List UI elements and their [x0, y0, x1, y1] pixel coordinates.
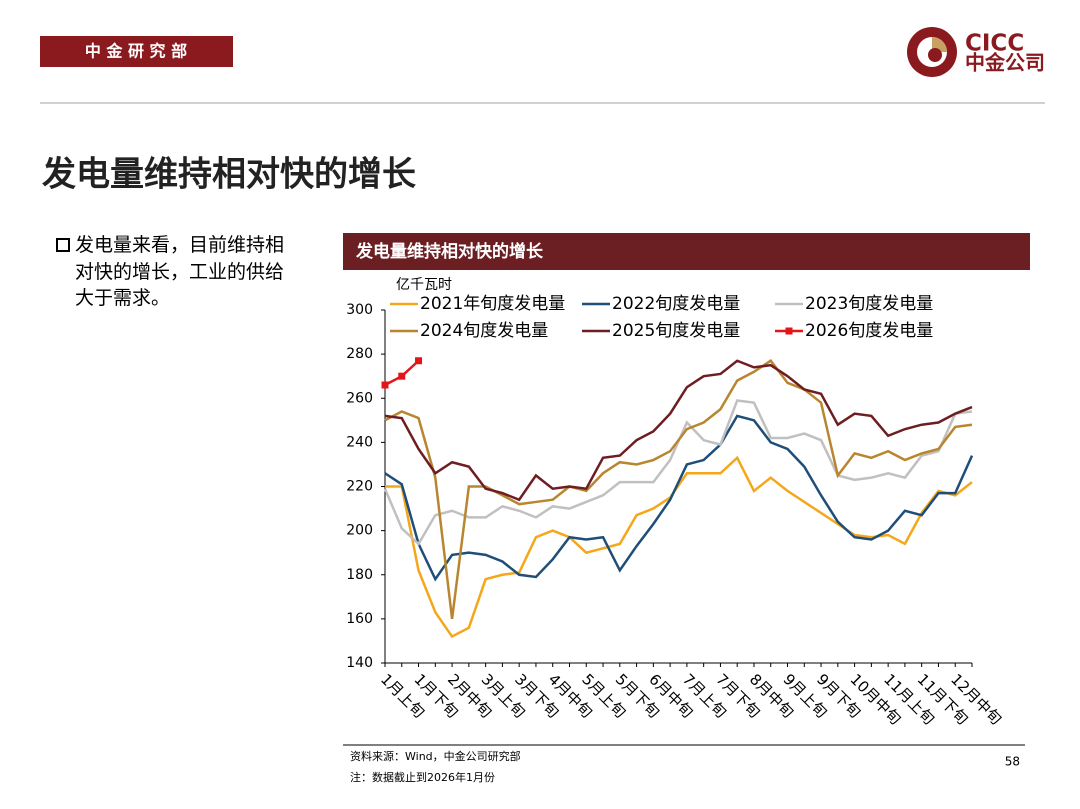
logo-icon: [928, 48, 942, 62]
y-tick-label: 200: [346, 523, 373, 539]
legend-swatch: [785, 327, 793, 335]
department: 中 金 研 究 部: [85, 42, 187, 61]
y-tick-label: 180: [346, 567, 373, 583]
page-number: 58: [1005, 755, 1020, 769]
note: 注：数据截止到2026年1月份: [350, 770, 495, 784]
legend-label: 2024旬度发电量: [420, 321, 548, 341]
y-tick-label: 300: [346, 302, 373, 318]
chart-title: 发电量维持相对快的增长: [355, 241, 544, 262]
slide-title: 发电量维持相对快的增长: [42, 155, 416, 195]
point-marker: [381, 381, 389, 389]
legend-label: 2022旬度发电量: [612, 294, 740, 314]
y-tick-label: 220: [346, 479, 373, 495]
chart-banner: [343, 233, 1030, 270]
series-line: [384, 414, 974, 582]
legend-label: 2025旬度发电量: [612, 321, 740, 341]
bullet-icon: [56, 238, 70, 252]
series-line: [384, 359, 973, 502]
y-axis-unit: 亿千瓦时: [396, 277, 452, 293]
legend-label: 2021年旬度发电量: [420, 294, 565, 314]
logo-en: CICC: [965, 31, 1024, 57]
header-box: [40, 36, 233, 67]
logo-cn: 中金公司: [965, 51, 1045, 75]
y-tick-label: 260: [346, 390, 373, 406]
y-tick-label: 240: [346, 434, 373, 450]
bullet-text: 发电量来看，目前维持相对快的增长，工业的供给大于需求。: [75, 234, 285, 309]
legend-label: 2026旬度发电量: [805, 321, 933, 341]
y-tick-label: 160: [346, 611, 373, 627]
point-marker: [415, 357, 423, 365]
y-tick-label: 280: [346, 346, 373, 362]
y-tick-label: 140: [346, 655, 373, 671]
legend-label: 2023旬度发电量: [805, 294, 933, 314]
source: 资料来源：Wind，中金公司研究部: [350, 749, 521, 763]
point-marker: [398, 372, 406, 380]
